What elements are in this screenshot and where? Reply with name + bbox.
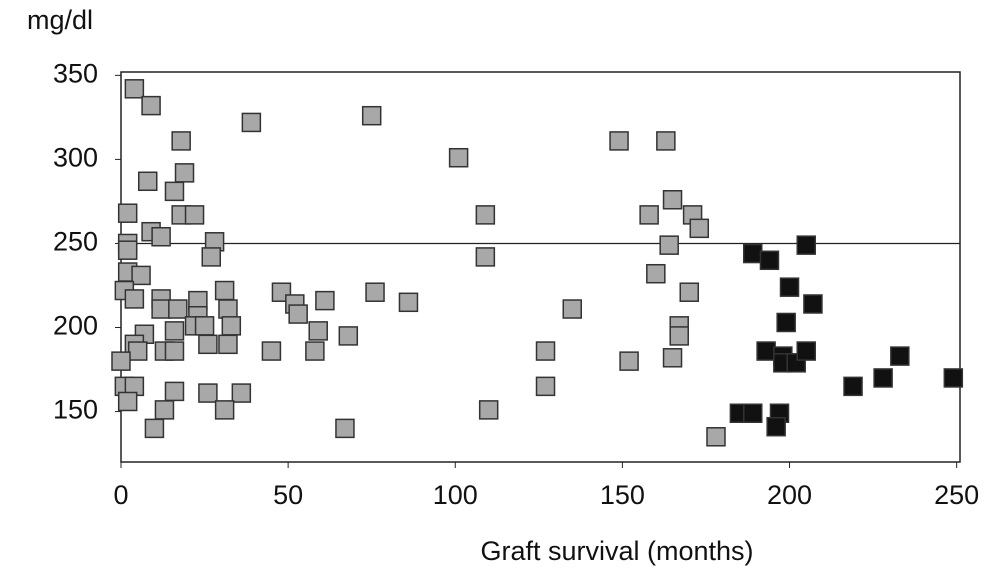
point <box>305 341 325 361</box>
point <box>619 351 639 371</box>
point <box>315 290 335 311</box>
point <box>198 383 218 403</box>
point <box>194 316 215 336</box>
point <box>164 321 185 341</box>
point <box>308 321 328 341</box>
point <box>361 105 382 126</box>
point <box>231 383 252 403</box>
point <box>198 334 218 355</box>
point <box>890 346 910 366</box>
point <box>137 171 158 192</box>
point <box>779 277 800 297</box>
point <box>201 247 222 267</box>
point <box>646 263 666 284</box>
point <box>478 400 499 420</box>
point <box>475 247 496 267</box>
point <box>766 416 786 437</box>
point <box>706 427 726 447</box>
point <box>127 341 148 361</box>
point <box>448 147 469 168</box>
point <box>154 400 175 420</box>
point <box>261 341 282 361</box>
point <box>174 163 195 183</box>
x-tick-label: 200 <box>767 480 812 510</box>
point <box>689 218 710 239</box>
point <box>873 368 893 388</box>
point <box>124 289 145 309</box>
point <box>151 226 171 247</box>
point <box>144 418 165 439</box>
point <box>164 381 185 402</box>
point <box>656 131 676 151</box>
point <box>111 351 131 371</box>
point <box>475 205 496 225</box>
point <box>151 299 171 319</box>
point <box>679 282 699 302</box>
point <box>141 95 161 116</box>
point <box>117 240 138 260</box>
point <box>218 334 238 355</box>
point <box>659 235 679 255</box>
point <box>535 376 556 397</box>
point <box>288 304 308 324</box>
x-tick-label: 250 <box>934 480 979 510</box>
y-tick-label: 150 <box>53 395 98 425</box>
point <box>338 326 359 346</box>
point <box>743 403 763 423</box>
point <box>164 341 185 361</box>
point <box>776 312 796 333</box>
point <box>669 326 689 346</box>
x-tick-label: 0 <box>113 480 128 510</box>
point <box>124 79 145 99</box>
point <box>241 112 262 133</box>
point <box>117 391 138 412</box>
point <box>796 341 816 361</box>
point <box>759 250 780 271</box>
point <box>184 205 205 225</box>
y-tick-label: 200 <box>53 311 98 341</box>
point <box>803 294 823 314</box>
x-axis-label: Graft survival (months) <box>480 536 753 566</box>
point <box>639 205 659 225</box>
point <box>662 190 683 210</box>
point <box>743 243 763 264</box>
y-tick-label: 300 <box>53 143 98 173</box>
point <box>131 265 151 286</box>
y-tick-label: 250 <box>53 227 98 257</box>
x-tick-label: 100 <box>433 480 478 510</box>
point <box>398 292 419 313</box>
point <box>535 341 556 361</box>
point <box>168 299 188 319</box>
point <box>756 341 776 361</box>
point <box>562 299 583 319</box>
point <box>221 316 242 336</box>
point <box>218 299 238 319</box>
point <box>943 368 964 388</box>
point <box>164 181 185 202</box>
point <box>335 418 355 439</box>
y-axis-label: mg/dl <box>27 5 93 35</box>
y-tick-label: 350 <box>53 58 98 88</box>
point <box>843 376 863 397</box>
point <box>365 282 385 302</box>
point <box>609 131 629 151</box>
point <box>214 280 235 301</box>
point <box>214 400 235 420</box>
point <box>662 348 683 368</box>
point <box>117 203 138 223</box>
x-tick-label: 50 <box>273 480 303 510</box>
point <box>796 235 816 255</box>
point <box>171 131 191 151</box>
x-tick-label: 150 <box>600 480 645 510</box>
